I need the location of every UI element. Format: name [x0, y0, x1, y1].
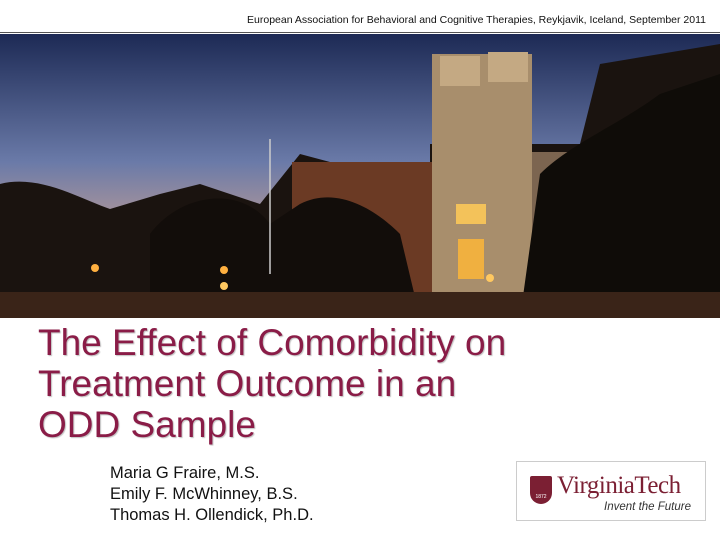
- logo-year: 1872: [535, 494, 547, 500]
- university-logo: 1872 VirginiaTech Invent the Future: [516, 461, 706, 521]
- logo-tagline: Invent the Future: [604, 501, 691, 513]
- author: Thomas H. Ollendick, Ph.D.: [110, 506, 314, 524]
- title-line: The Effect of Comorbidity on: [38, 322, 507, 363]
- conference-header: European Association for Behavioral and …: [247, 14, 706, 26]
- author: Emily F. McWhinney, B.S.: [110, 485, 298, 503]
- title-line: Treatment Outcome in an: [38, 363, 457, 404]
- title-line: ODD Sample: [38, 404, 256, 445]
- logo-shield: 1872: [530, 476, 552, 504]
- header-rule: [0, 32, 720, 33]
- slide-title: The Effect of Comorbidity on Treatment O…: [38, 322, 506, 445]
- campus-photo: [0, 34, 720, 318]
- logo-name: VirginiaTech: [557, 472, 681, 499]
- author: Maria G Fraire, M.S.: [110, 464, 260, 482]
- author-list: Maria G Fraire, M.S. Emily F. McWhinney,…: [110, 463, 314, 526]
